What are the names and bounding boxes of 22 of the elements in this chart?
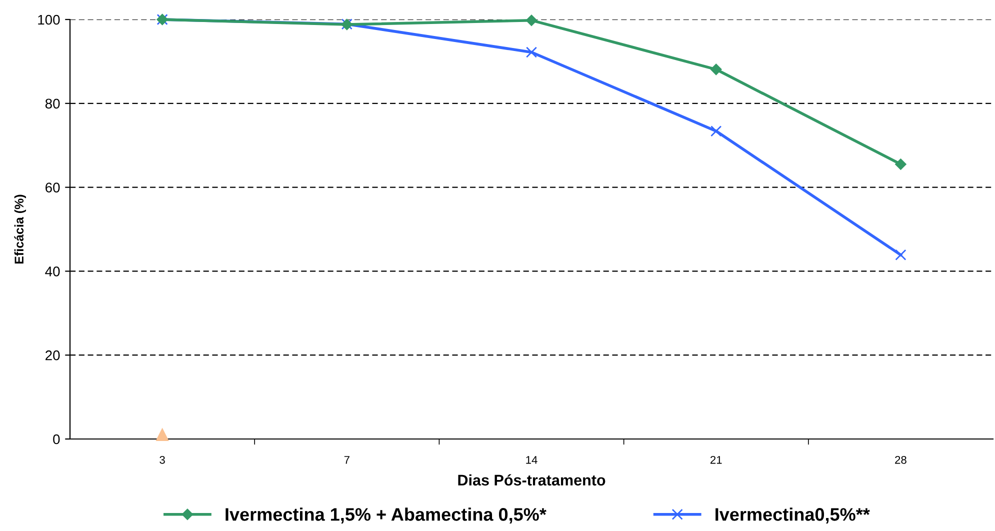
x-tick-label: 21	[710, 456, 722, 464]
point	[526, 14, 538, 26]
point	[156, 428, 169, 442]
legend-label: Ivermectina 1,5% + Abamectina 0,5%*	[226, 508, 546, 524]
legend-label: Ivermectina0,5%**	[716, 508, 870, 524]
point	[710, 64, 722, 76]
point	[526, 46, 538, 58]
y-tick-label: 40	[45, 266, 60, 276]
y-axis-title: Eficácia (%)	[14, 194, 26, 264]
y-tick-label: 0	[53, 434, 60, 444]
x-tick-label: 28	[895, 456, 906, 464]
x-axis-title: Dias Pós-tratamento	[458, 474, 606, 486]
y-tick-label: 20	[46, 350, 60, 360]
x-tick-label: 7	[344, 456, 350, 464]
y-tick-label: 80	[45, 98, 60, 109]
y-tick-label: 100	[38, 14, 60, 25]
y-tick-label: 60	[46, 182, 60, 192]
point	[895, 158, 906, 170]
x-tick-label: 14	[526, 456, 538, 464]
x-tick-label: 3	[160, 456, 165, 464]
point	[710, 126, 722, 137]
point	[895, 249, 906, 260]
